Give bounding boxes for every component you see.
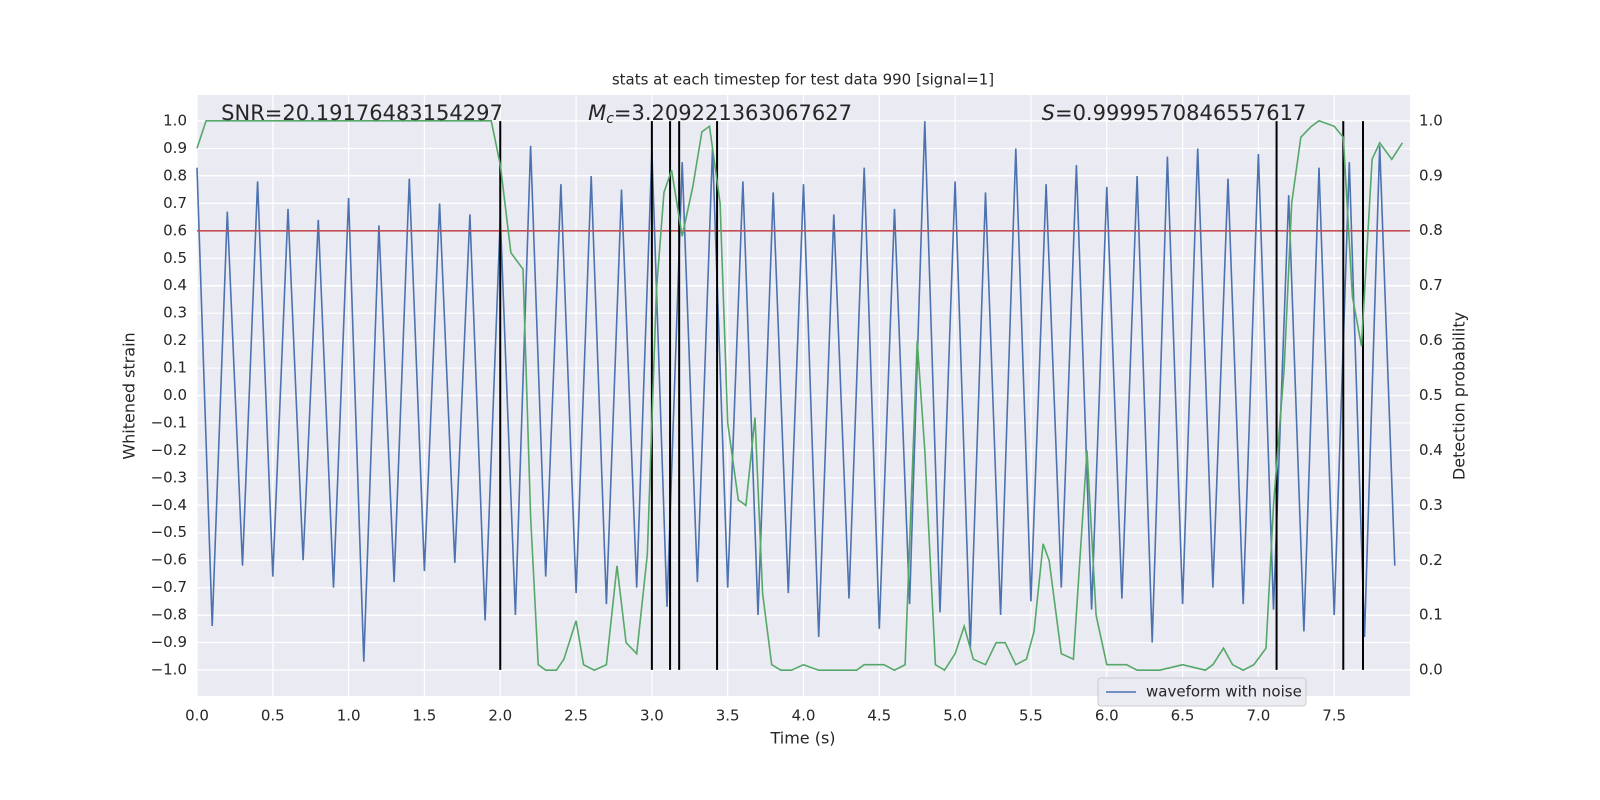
legend-label: waveform with noise (1146, 683, 1302, 701)
y2-tick-label: 0.9 (1419, 166, 1443, 184)
annotation: SNR=20.19176483154297 (221, 101, 503, 125)
y2-tick-label: 0.2 (1419, 551, 1443, 569)
x-tick-label: 6.5 (1171, 707, 1195, 725)
annotation-text: SNR=20.19176483154297 (221, 101, 503, 125)
series-line (196, 121, 1396, 662)
x-tick-label: 3.5 (716, 707, 740, 725)
y-tick-label: 0.6 (163, 221, 187, 239)
x-tick-label: 4.0 (792, 707, 816, 725)
y2-axis-label: Detection probability (1450, 312, 1469, 480)
labels: 0.0 0.5 1.0 1.5 2.0 2.5 3.0 3.5 4.0 4.5 5.0 5.5 6.0 6… (151, 101, 1443, 725)
y-tick-label: −0.4 (151, 496, 187, 514)
x-tick-label: 2.0 (488, 707, 512, 725)
y-tick-label: −0.8 (151, 606, 187, 624)
y-tick-label: 0.1 (163, 359, 187, 377)
y2-tick-label: 0.3 (1419, 496, 1443, 514)
y-axis-label: Whitened strain (120, 332, 139, 459)
y-tick-label: −0.5 (151, 523, 187, 541)
x-tick-label: 6.0 (1095, 707, 1119, 725)
y-tick-label: −0.9 (151, 633, 187, 651)
x-tick-label: 0.5 (261, 707, 285, 725)
y-tick-label: −0.1 (151, 413, 187, 431)
series-line (196, 119, 1404, 672)
x-tick-label: 3.0 (640, 707, 664, 725)
x-tick-label: 7.0 (1246, 707, 1270, 725)
x-tick-label: 2.5 (564, 707, 588, 725)
y-tick-label: −0.3 (151, 468, 187, 486)
x-tick-label: 1.0 (337, 707, 361, 725)
y2-tick-label: 0.4 (1419, 441, 1443, 459)
y2-tick-label: 0.7 (1419, 276, 1443, 294)
legend-box (1097, 677, 1307, 707)
y2-tick-label: 0.1 (1419, 606, 1443, 624)
y-tick-label: 0.0 (163, 386, 187, 404)
annotation-symbol: S (1042, 101, 1055, 125)
y2-tick-label: 1.0 (1419, 111, 1443, 129)
y-tick-label: 1.0 (163, 112, 187, 130)
x-tick-label: 5.0 (943, 707, 967, 725)
y2-tick-label: 0.5 (1419, 386, 1443, 404)
annotation-text: =0.9999570846557617 (1055, 101, 1306, 125)
y-tick-label: −1.0 (151, 660, 187, 678)
x-tick-label: 0.0 (185, 707, 209, 725)
x-tick-label: 4.5 (867, 707, 891, 725)
annotation-symbol: M (588, 101, 606, 125)
x-tick-label: 7.5 (1322, 707, 1346, 725)
y-tick-label: 0.7 (163, 194, 187, 212)
y-tick-label: 0.9 (163, 139, 187, 157)
y2-tick-label: 0.6 (1419, 331, 1443, 349)
x-axis-label: Time (s) (769, 729, 835, 748)
y2-tick-label: 0.0 (1419, 661, 1443, 679)
annotation-text: =3.209221363067627 (614, 101, 852, 125)
marks (196, 119, 1410, 672)
y-tick-label: 0.2 (163, 331, 187, 349)
y-tick-label: 0.5 (163, 249, 187, 267)
y2-tick-label: 0.8 (1419, 221, 1443, 239)
annotation: S=0.9999570846557617 (1042, 101, 1307, 125)
y-tick-label: −0.7 (151, 578, 187, 596)
annotation: Mc=3.209221363067627 (588, 101, 852, 127)
y-tick-label: −0.2 (151, 441, 187, 459)
y-tick-label: 0.3 (163, 304, 187, 322)
y-tick-label: 0.4 (163, 276, 187, 294)
chart-title: stats at each timestep for test data 990… (612, 71, 994, 89)
x-tick-label: 1.5 (413, 707, 437, 725)
y-tick-label: −0.6 (151, 551, 187, 569)
annotation-subscript: c (606, 111, 614, 127)
x-tick-label: 5.5 (1019, 707, 1043, 725)
y-tick-label: 0.8 (163, 166, 187, 184)
